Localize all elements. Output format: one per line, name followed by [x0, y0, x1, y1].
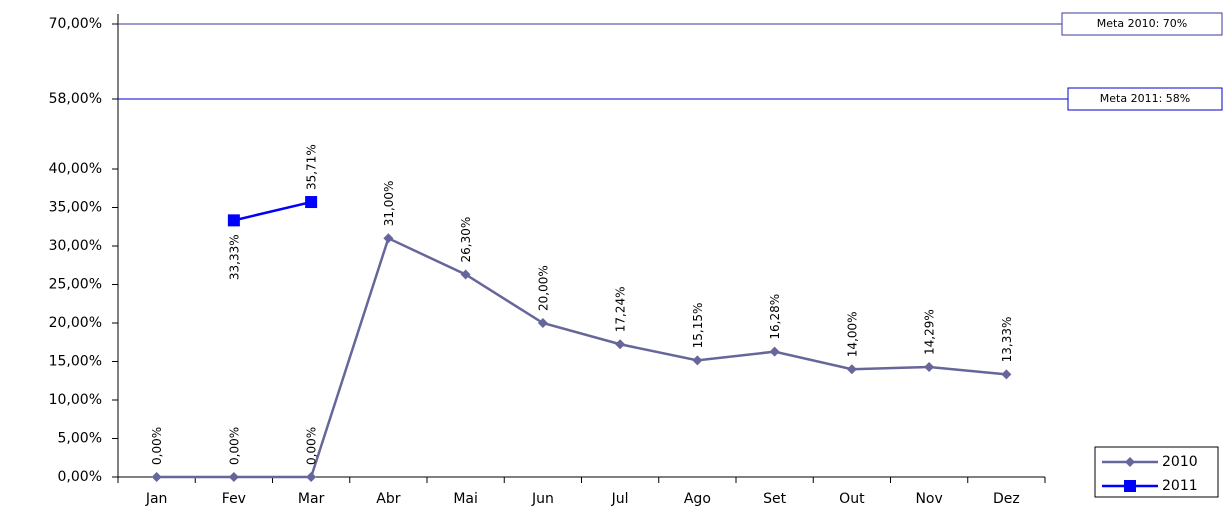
data-label: 14,00%: [845, 311, 859, 357]
point: [1001, 369, 1012, 380]
point: [383, 233, 394, 244]
data-label: 33,33%: [227, 234, 241, 280]
y-tick-label: 25,00%: [49, 277, 102, 293]
x-tick-label: Mar: [298, 491, 325, 507]
reference-label: Meta 2010: 70%: [1097, 17, 1187, 30]
point: [846, 364, 857, 375]
data-label: 20,00%: [536, 265, 550, 311]
series-line: [233, 200, 312, 222]
data-label: 15,15%: [691, 303, 705, 349]
point: [924, 361, 935, 372]
x-tick-label: Mai: [453, 491, 478, 507]
data-label: 35,71%: [305, 144, 319, 190]
y-tick-label: 58,00%: [49, 91, 102, 107]
y-tick-label: 5,00%: [58, 431, 102, 447]
point: [692, 355, 703, 366]
point: [306, 472, 317, 482]
data-label: 13,33%: [1000, 317, 1014, 363]
y-tick-label: 35,00%: [49, 200, 102, 216]
y-tick-label: 20,00%: [49, 315, 102, 331]
point: [615, 339, 626, 350]
y-tick-label: 40,00%: [49, 161, 102, 177]
point: [460, 269, 471, 280]
point: [228, 472, 239, 482]
point: [537, 318, 548, 328]
y-tick-label: 15,00%: [49, 354, 102, 370]
x-tick-label: Nov: [915, 491, 942, 507]
y-tick-label: 30,00%: [49, 238, 102, 254]
data-label: 31,00%: [382, 181, 396, 227]
data-label: 0,00%: [305, 427, 319, 465]
point: [1124, 480, 1136, 492]
legend-label: 2011: [1162, 478, 1198, 494]
data-label: 16,28%: [768, 294, 782, 340]
data-label: 14,29%: [923, 309, 937, 355]
reference-label-box: [1067, 87, 1223, 111]
legend: 2010 2011: [1094, 446, 1219, 498]
x-tick-label: Dez: [993, 491, 1020, 507]
reference-label: Meta 2011: 58%: [1100, 92, 1190, 105]
y-tick-label: 70,00%: [49, 16, 102, 32]
data-label: 26,30%: [459, 217, 473, 263]
x-tick-label: Ago: [684, 491, 711, 507]
y-tick-label: 0,00%: [58, 469, 102, 485]
data-label: 0,00%: [227, 427, 241, 465]
x-tick-label: Jan: [145, 491, 168, 507]
point: [151, 472, 162, 482]
x-tick-label: Jul: [611, 491, 629, 507]
data-label: 0,00%: [150, 427, 164, 465]
point: [769, 346, 780, 357]
x-tick-label: Fev: [222, 491, 246, 507]
data-label: 17,24%: [614, 286, 628, 332]
reference-label-box: [1061, 12, 1223, 36]
legend-label: 2010: [1162, 454, 1198, 470]
point: [1125, 457, 1135, 467]
x-tick-label: Jun: [531, 491, 554, 507]
x-tick-label: Abr: [376, 491, 400, 507]
point: [227, 214, 240, 227]
y-tick-label: 10,00%: [49, 392, 102, 408]
x-tick-label: Set: [763, 491, 787, 507]
legend-box: [1094, 446, 1219, 498]
point: [305, 196, 318, 209]
series-line: [156, 236, 1007, 479]
x-tick-label: Out: [839, 491, 865, 507]
